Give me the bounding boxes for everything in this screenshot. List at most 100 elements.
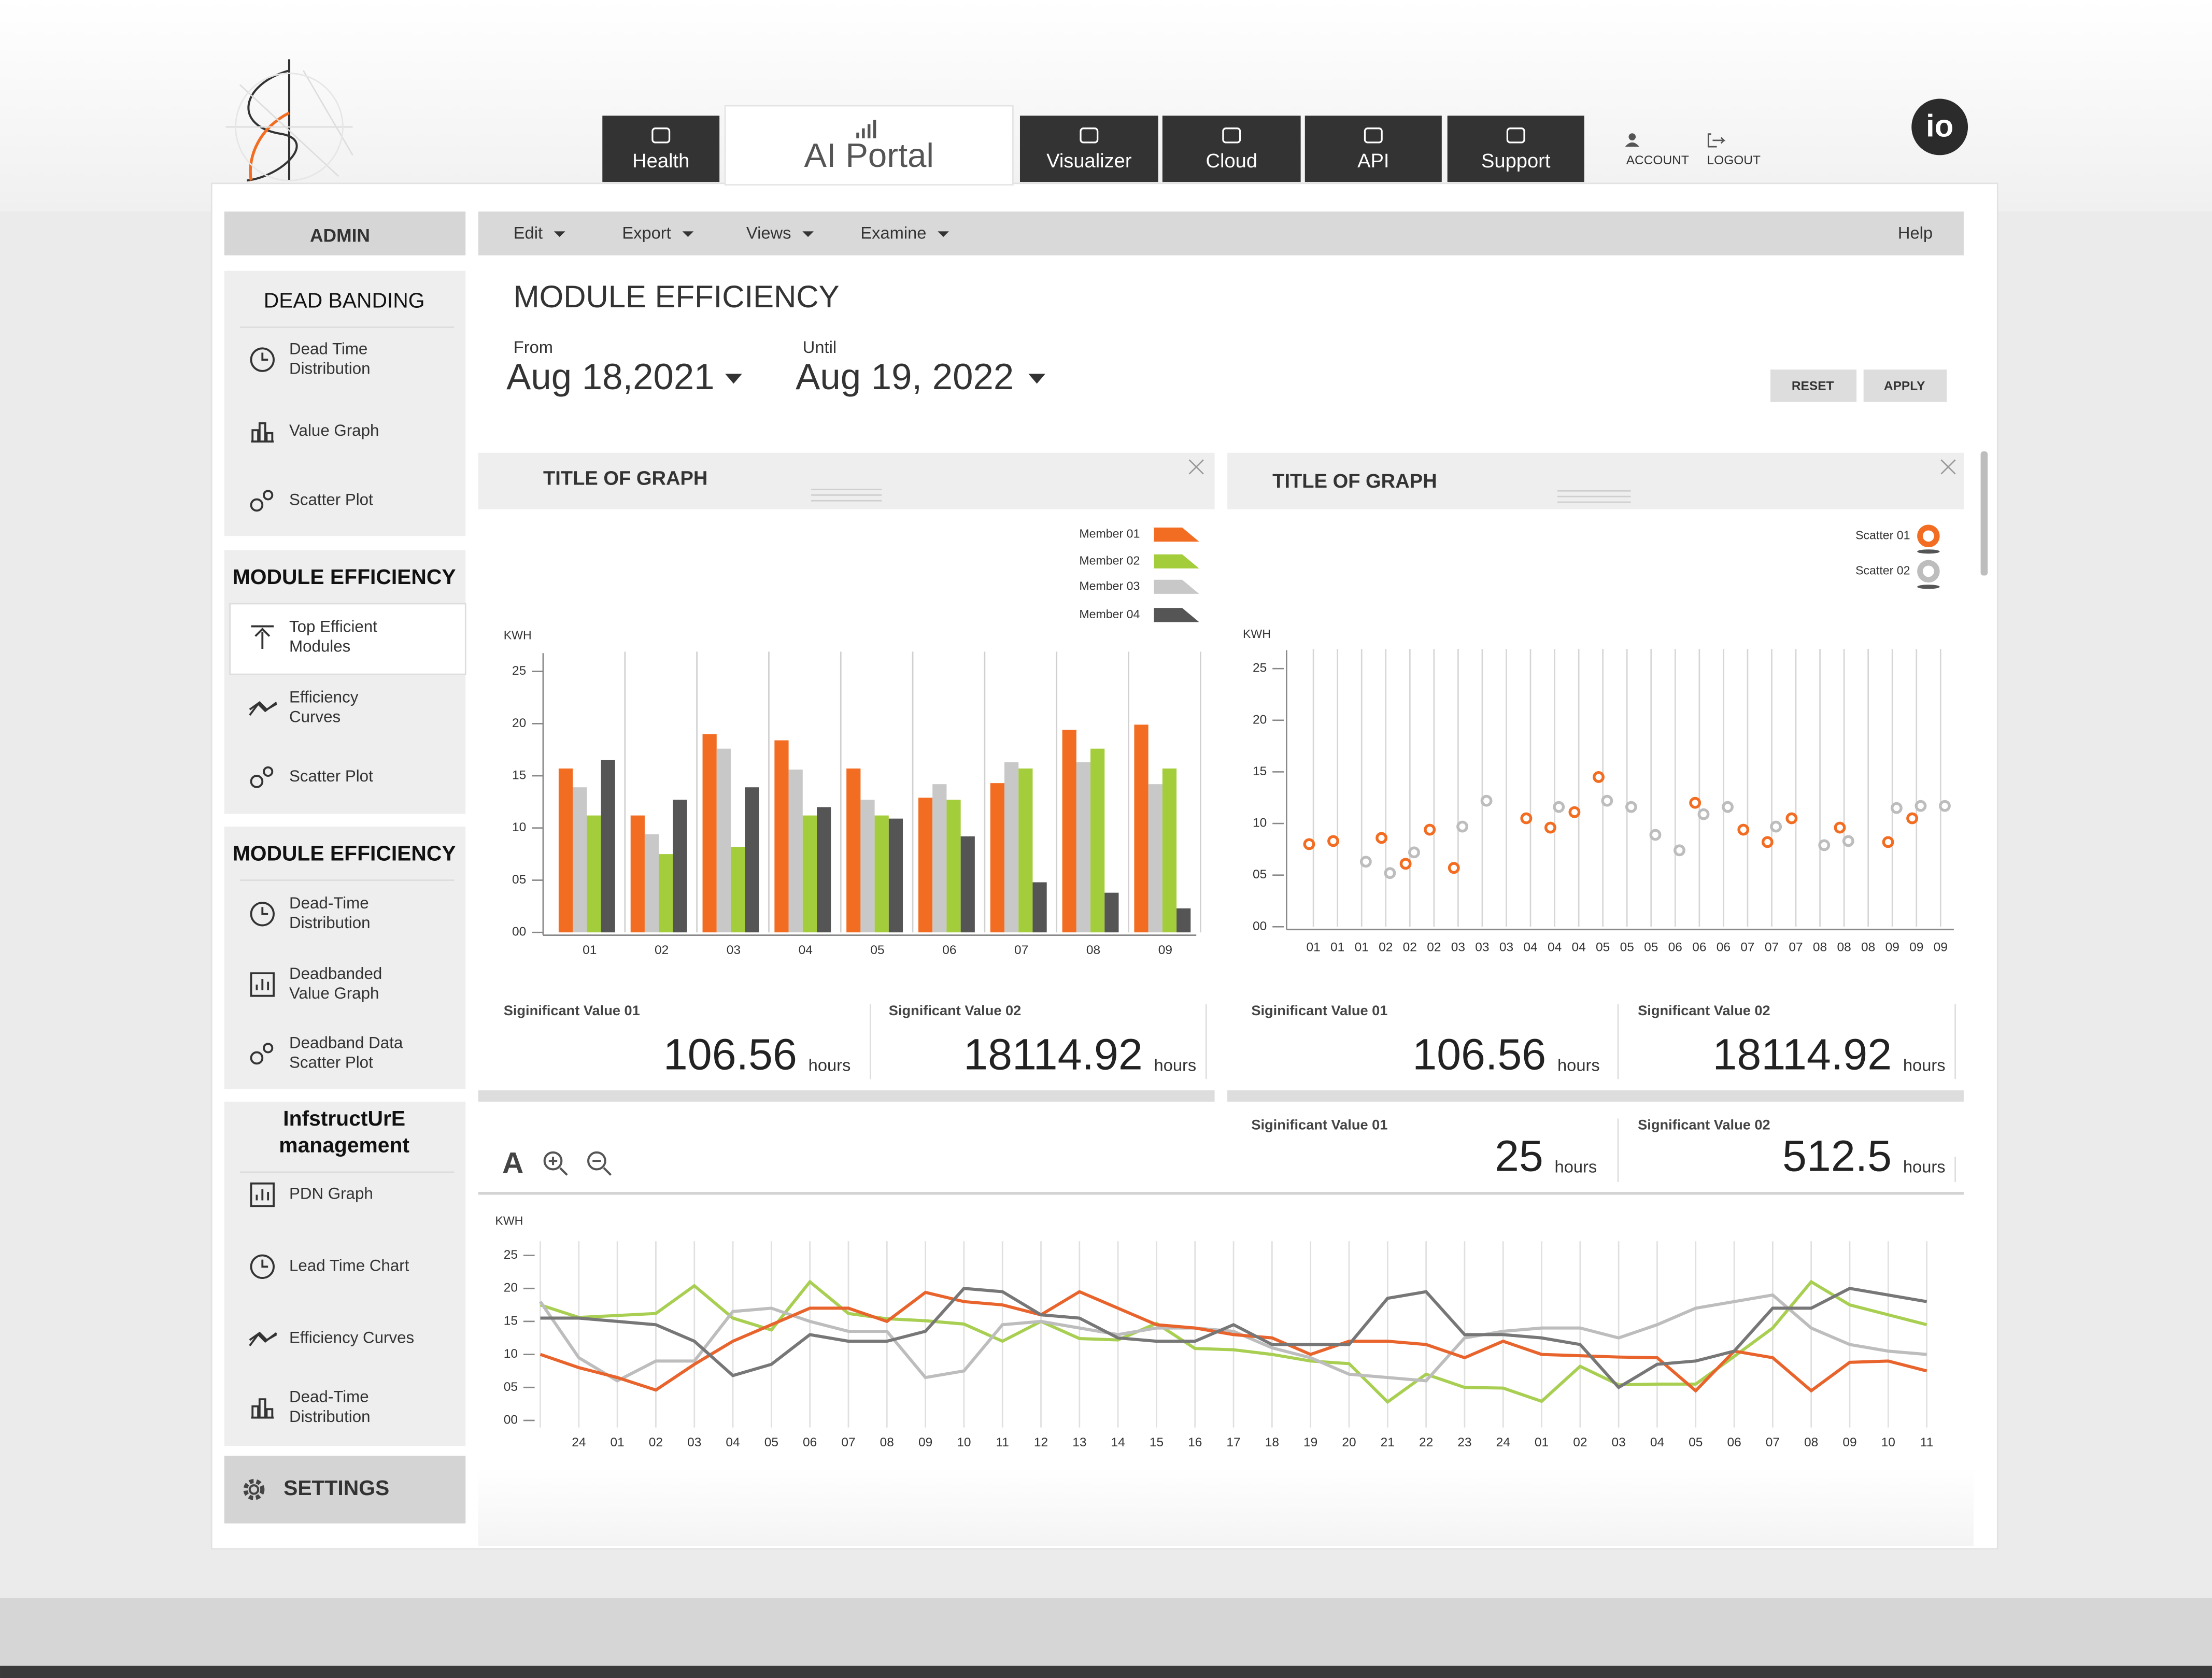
nav-tab-label[interactable]: API bbox=[1357, 150, 1389, 172]
item-icon bbox=[251, 625, 274, 649]
bar bbox=[788, 769, 803, 933]
item-icon bbox=[261, 907, 268, 915]
account[interactable]: ACCOUNT bbox=[1625, 133, 1689, 167]
zoom-in[interactable] bbox=[543, 1151, 568, 1176]
sidebar-item[interactable]: PDN Graph bbox=[289, 1185, 373, 1203]
nav-tab[interactable] bbox=[1304, 116, 1442, 182]
admin-label[interactable]: ADMIN bbox=[310, 226, 370, 246]
y-axis-label: KWH bbox=[504, 629, 532, 642]
x-tick-label: 11 bbox=[1920, 1435, 1933, 1449]
sidebar-item[interactable]: Value Graph bbox=[289, 421, 379, 439]
sidebar-item[interactable]: Distribution bbox=[289, 359, 371, 377]
bar bbox=[918, 798, 933, 933]
sidebar-item-active[interactable] bbox=[229, 603, 466, 675]
until-caret[interactable] bbox=[1028, 374, 1045, 384]
scrollbar[interactable] bbox=[1980, 451, 1988, 576]
apply-button[interactable] bbox=[1863, 369, 1947, 402]
sidebar-item[interactable]: Scatter Plot bbox=[289, 767, 373, 785]
sidebar-item[interactable]: Efficiency bbox=[289, 688, 359, 706]
sidebar-item[interactable]: Scatter Plot bbox=[289, 491, 373, 509]
nav-tab-label[interactable]: AI Portal bbox=[804, 136, 933, 174]
x-tick-label: 07 bbox=[1740, 941, 1754, 955]
sidebar-item[interactable]: Scatter Plot bbox=[289, 1054, 373, 1072]
x-tick-label: 20 bbox=[1342, 1435, 1356, 1449]
bar bbox=[702, 734, 717, 933]
apply-label[interactable]: APPLY bbox=[1884, 379, 1925, 393]
x-tick-label: 06 bbox=[1668, 941, 1682, 955]
signal-icon bbox=[856, 132, 859, 138]
scatter-point bbox=[1553, 801, 1565, 813]
menu-item[interactable]: Views bbox=[746, 223, 791, 242]
nav-tab-label[interactable]: Support bbox=[1481, 150, 1551, 172]
line-series bbox=[540, 1290, 1927, 1393]
scatter-point bbox=[1359, 856, 1372, 868]
font-tool[interactable]: A bbox=[502, 1146, 523, 1179]
sidebar-item[interactable]: Distribution bbox=[289, 914, 371, 932]
admin-bar[interactable] bbox=[224, 211, 466, 255]
nav-tab-label[interactable]: Health bbox=[632, 150, 689, 172]
sidebar-item[interactable]: Curves bbox=[289, 708, 341, 726]
x-tick-label: 05 bbox=[764, 1435, 778, 1449]
nav-tab-label[interactable]: Visualizer bbox=[1046, 150, 1132, 172]
stat-value: 106.56 bbox=[663, 1030, 797, 1079]
sidebar-item[interactable]: Efficiency Curves bbox=[289, 1328, 414, 1346]
x-tick-label: 01 bbox=[1330, 941, 1344, 955]
card-fade bbox=[478, 1467, 1974, 1546]
item-icon bbox=[250, 972, 275, 997]
nav-tab[interactable] bbox=[1162, 116, 1301, 182]
scatter-point bbox=[1376, 832, 1388, 844]
section-title: MODULE EFFICIENCY bbox=[233, 565, 456, 589]
x-tick-label: 01 bbox=[583, 943, 597, 957]
from-caret[interactable] bbox=[725, 374, 742, 384]
zoom-out[interactable] bbox=[587, 1151, 612, 1176]
sidebar-item[interactable]: Deadbanded bbox=[289, 964, 382, 983]
sidebar-item[interactable]: Modules bbox=[289, 637, 350, 656]
bar bbox=[860, 800, 875, 933]
sidebar-item[interactable]: Value Graph bbox=[289, 984, 379, 1002]
logout[interactable]: LOGOUT bbox=[1707, 133, 1761, 167]
from-date[interactable]: Aug 18,2021 bbox=[506, 356, 714, 397]
menu-item[interactable]: Examine bbox=[860, 223, 926, 242]
item-icon bbox=[250, 1254, 275, 1279]
scatter-point bbox=[1818, 839, 1831, 851]
menu-caret[interactable] bbox=[802, 231, 814, 237]
menu-caret[interactable] bbox=[938, 231, 949, 237]
menu-caret[interactable] bbox=[554, 231, 565, 237]
nav-tab-label[interactable]: Cloud bbox=[1206, 150, 1257, 172]
bar bbox=[846, 768, 861, 933]
sidebar-item[interactable]: Lead Time Chart bbox=[289, 1257, 409, 1275]
item-icon bbox=[261, 352, 268, 361]
sidebar-item[interactable]: Top Efficient bbox=[289, 618, 377, 636]
help[interactable]: Help bbox=[1898, 223, 1933, 242]
x-tick-label: 06 bbox=[1727, 1435, 1741, 1449]
settings-icon bbox=[243, 1478, 265, 1500]
menu-item[interactable]: Edit bbox=[514, 223, 543, 242]
account-label[interactable]: ACCOUNT bbox=[1626, 153, 1689, 167]
menu-item[interactable]: Export bbox=[622, 223, 671, 242]
bar bbox=[659, 854, 673, 933]
bar bbox=[874, 815, 889, 933]
sidebar-item[interactable]: Dead-Time bbox=[289, 894, 369, 912]
until-date[interactable]: Aug 19, 2022 bbox=[796, 356, 1014, 397]
reset-label[interactable]: RESET bbox=[1792, 379, 1834, 393]
logout-label[interactable]: LOGOUT bbox=[1707, 153, 1761, 167]
x-tick-label: 12 bbox=[1034, 1435, 1048, 1449]
sidebar-item[interactable]: Dead Time bbox=[289, 339, 367, 358]
close-button[interactable] bbox=[1188, 459, 1956, 475]
reset-button[interactable] bbox=[1770, 369, 1857, 402]
x-tick-label: 06 bbox=[1717, 941, 1731, 955]
settings-label[interactable]: SETTINGS bbox=[283, 1476, 389, 1500]
nav-tab[interactable] bbox=[1447, 116, 1584, 182]
y-axis-label: KWH bbox=[495, 1214, 523, 1227]
menu-caret[interactable] bbox=[682, 231, 694, 237]
drag-handle[interactable] bbox=[811, 489, 1631, 503]
nav-tab-active[interactable] bbox=[724, 105, 1014, 186]
sidebar-item[interactable]: Dead-Time bbox=[289, 1388, 369, 1406]
sidebar-item[interactable]: Deadband Data bbox=[289, 1033, 403, 1051]
nav-tab[interactable] bbox=[1019, 116, 1158, 182]
x-tick-label: 21 bbox=[1381, 1435, 1395, 1449]
scatter-point bbox=[1520, 812, 1533, 824]
y-tick-label: 10 bbox=[1253, 816, 1267, 830]
sidebar-item[interactable]: Distribution bbox=[289, 1407, 371, 1426]
nav-tab[interactable] bbox=[602, 116, 720, 182]
